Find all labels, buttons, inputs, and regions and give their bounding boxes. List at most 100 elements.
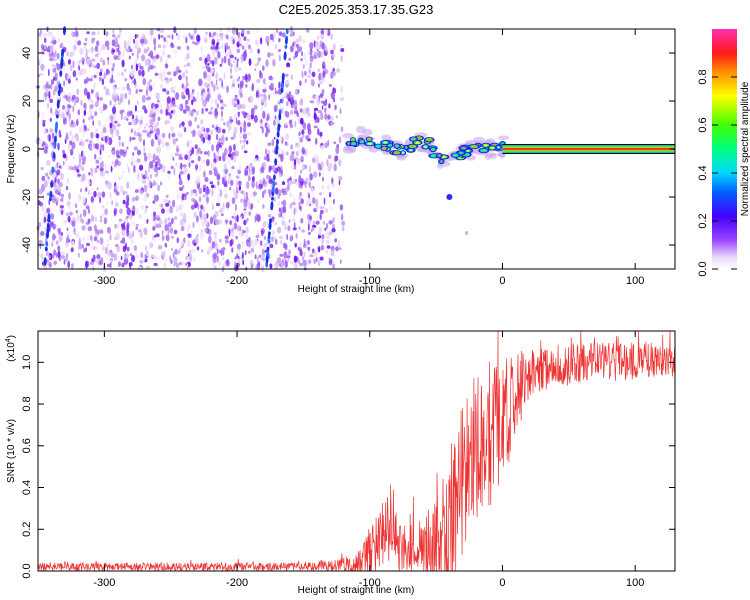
noise-blob — [173, 26, 177, 34]
noise-blob — [293, 262, 298, 269]
noise-blob — [43, 37, 47, 43]
snr-scale-base: (x10 — [6, 342, 17, 362]
noise-blob — [67, 95, 71, 103]
noise-blob — [146, 218, 149, 224]
noise-blob — [236, 48, 241, 53]
noise-blob — [163, 262, 166, 268]
noise-blob — [267, 41, 269, 47]
noise-blob — [254, 68, 257, 71]
noise-blob — [171, 235, 174, 239]
noise-blob — [186, 150, 192, 156]
noise-blob — [152, 217, 155, 222]
noise-blob — [206, 213, 209, 219]
noise-blob — [91, 46, 94, 53]
noise-blob — [122, 62, 124, 67]
noise-blob — [152, 159, 156, 163]
noise-blob — [162, 44, 166, 49]
noise-blob — [270, 82, 274, 88]
noise-blob — [265, 82, 268, 86]
noise-blob — [330, 33, 334, 41]
noise-blob — [175, 92, 180, 100]
noise-blob — [146, 265, 151, 270]
trail-blob — [63, 27, 66, 34]
noise-blob — [57, 228, 60, 232]
noise-blob — [274, 87, 277, 95]
noise-blob — [213, 56, 218, 65]
noise-blob — [81, 218, 85, 224]
snr-xtick-label: 0 — [499, 577, 505, 589]
noise-blob — [179, 211, 184, 217]
noise-blob — [121, 237, 126, 245]
noise-blob — [302, 165, 305, 171]
noise-blob — [110, 165, 113, 173]
noise-blob — [200, 204, 204, 210]
noise-blob — [207, 150, 210, 157]
noise-blob — [243, 192, 247, 200]
noise-blob — [337, 240, 341, 249]
noise-blob — [160, 84, 163, 89]
noise-blob — [51, 242, 54, 247]
noise-blob — [80, 125, 85, 134]
noise-blob — [128, 262, 133, 267]
noise-blob — [167, 71, 172, 75]
ridge-blob-core — [490, 146, 494, 149]
noise-blob — [278, 189, 282, 197]
noise-blob — [129, 253, 133, 257]
noise-blob — [218, 261, 222, 266]
noise-blob — [191, 147, 194, 155]
noise-blob — [78, 242, 82, 248]
noise-blob — [83, 88, 88, 96]
noise-blob — [287, 185, 290, 191]
noise-blob — [193, 199, 197, 204]
noise-blob — [243, 142, 246, 150]
noise-blob — [215, 72, 219, 79]
noise-blob — [234, 94, 238, 98]
noise-blob — [128, 45, 131, 50]
noise-blob — [93, 224, 97, 232]
noise-blob — [309, 100, 315, 104]
noise-blob — [228, 145, 233, 154]
noise-blob — [338, 136, 342, 144]
noise-blob — [179, 219, 184, 226]
noise-blob — [282, 214, 286, 220]
noise-blob — [63, 219, 68, 224]
noise-blob — [236, 248, 240, 256]
noise-blob — [148, 84, 153, 92]
noise-blob — [245, 181, 250, 189]
noise-blob — [254, 254, 257, 259]
noise-blob — [153, 112, 156, 117]
noise-blob — [160, 78, 165, 82]
noise-blob — [220, 248, 223, 257]
noise-blob — [225, 53, 229, 57]
noise-blob — [145, 122, 148, 126]
noise-blob — [158, 245, 162, 249]
noise-blob — [219, 63, 222, 67]
noise-blob — [211, 144, 215, 152]
noise-blob — [109, 122, 113, 129]
noise-blob — [201, 249, 204, 253]
noise-blob — [36, 58, 41, 64]
noise-blob — [150, 55, 155, 60]
noise-blob — [121, 262, 125, 268]
noise-blob — [220, 117, 225, 122]
noise-blob — [58, 129, 61, 138]
noise-blob — [93, 74, 97, 79]
noise-blob — [325, 48, 329, 53]
noise-blob — [332, 97, 336, 103]
noise-blob — [286, 101, 289, 107]
noise-blob — [101, 204, 105, 209]
noise-blob — [289, 119, 293, 124]
ridge-blob-core — [441, 155, 446, 158]
noise-blob — [186, 263, 189, 272]
spectrogram-x-label: Height of straight line (km) — [298, 284, 415, 295]
noise-blob — [227, 159, 232, 165]
noise-blob — [48, 254, 51, 259]
noise-blob — [99, 148, 102, 155]
noise-blob — [184, 154, 189, 161]
noise-blob — [261, 163, 264, 168]
noise-blob — [66, 237, 69, 244]
noise-blob — [307, 192, 310, 196]
noise-blob — [98, 217, 102, 221]
noise-blob — [320, 239, 323, 243]
noise-blob — [123, 75, 126, 81]
